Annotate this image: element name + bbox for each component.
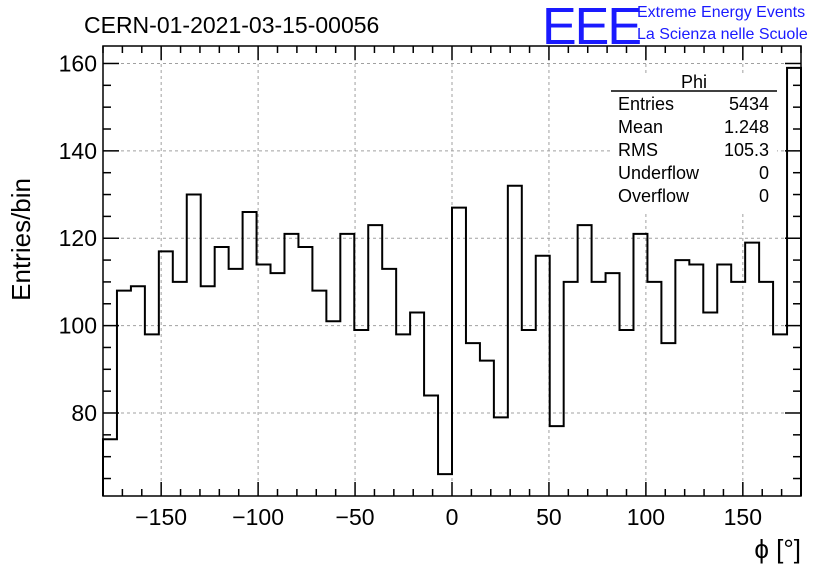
histogram-bin [354, 330, 368, 496]
logo-line-2: La Scienza nelle Scuole [637, 26, 808, 43]
histogram-bin [145, 334, 159, 496]
stats-label-underflow: Underflow [618, 163, 700, 183]
histogram-bin [396, 334, 410, 496]
histogram-bin [298, 247, 312, 496]
eee-logo: EEE Extreme Energy Events La Scienza nel… [542, 0, 808, 56]
stats-label-rms: RMS [618, 140, 658, 160]
stats-value-mean: 1.248 [724, 117, 769, 137]
logo-line-1: Extreme Energy Events [637, 4, 805, 21]
y-tick-label: 120 [59, 225, 97, 251]
histogram-bin [522, 330, 536, 496]
histogram-bin [647, 282, 661, 496]
histogram-bin [675, 260, 689, 496]
histogram-bin [312, 291, 326, 496]
histogram-bin [159, 251, 173, 496]
histogram-bin [578, 225, 592, 496]
stats-box-bg [611, 74, 777, 211]
plot-frame [102, 45, 802, 497]
histogram-bins [102, 66, 802, 496]
histogram-bin [466, 343, 480, 496]
histogram-bin [340, 234, 354, 496]
histogram-bin [382, 269, 396, 496]
histogram-bin [606, 273, 620, 496]
histogram-bin [173, 282, 187, 496]
x-tick-label: 0 [446, 504, 459, 530]
histogram-bin [564, 282, 578, 496]
histogram-bin [550, 426, 564, 496]
y-tick-label: 100 [59, 313, 97, 339]
histogram-bin [689, 264, 703, 496]
histogram-bin [117, 291, 131, 496]
stats-label-mean: Mean [618, 117, 663, 137]
x-tick-label: 50 [536, 504, 562, 530]
histogram-outline [102, 66, 802, 496]
stats-label-overflow: Overflow [618, 186, 690, 206]
histogram-bin [703, 313, 717, 496]
histogram-bin [243, 212, 257, 496]
y-tick-label: 160 [59, 50, 97, 76]
statistics-box: Phi Entries 5434 Mean 1.248 RMS 105.3 Un… [611, 72, 777, 211]
histogram-bin [759, 282, 773, 496]
tick-labels: −150 −100 −50 0 50 100 150 80 100 120 140 160 [59, 50, 762, 530]
histogram-bin [326, 321, 340, 496]
stats-value-underflow: 0 [759, 163, 769, 183]
histogram-bin [620, 330, 634, 496]
y-axis-title: Entries/bin [6, 178, 36, 301]
histogram-bin [536, 256, 550, 496]
histogram-bin [368, 225, 382, 496]
histogram-bin [717, 264, 731, 496]
chart-title: CERN-01-2021-03-15-00056 [84, 12, 379, 38]
stats-value-entries: 5434 [729, 94, 769, 114]
stats-label-entries: Entries [618, 94, 674, 114]
stats-title: Phi [681, 72, 707, 92]
histogram-bin [215, 247, 229, 496]
histogram-bin [592, 282, 606, 496]
histogram-bin [229, 269, 243, 496]
histogram-bin [773, 334, 787, 496]
histogram-bin [424, 396, 438, 496]
x-tick-label: −150 [135, 504, 187, 530]
x-tick-label: −50 [336, 504, 375, 530]
stats-value-overflow: 0 [759, 186, 769, 206]
x-tick-label: 150 [724, 504, 762, 530]
histogram-bin [508, 186, 522, 496]
y-tick-label: 80 [71, 400, 97, 426]
histogram-bin [494, 417, 508, 496]
histogram-bin [452, 208, 466, 496]
histogram-bin [661, 343, 675, 496]
x-axis-title: ϕ [°] [754, 534, 801, 564]
histogram-bin [745, 243, 759, 496]
histogram-bin [201, 286, 215, 496]
histogram-bin [131, 286, 145, 496]
y-tick-label: 140 [59, 138, 97, 164]
histogram-bin [187, 195, 201, 496]
x-tick-label: −100 [232, 504, 284, 530]
histogram-bin [438, 474, 452, 496]
histogram-bin [271, 273, 285, 496]
histogram-bin [410, 313, 424, 496]
histogram-bin [257, 264, 271, 496]
histogram-bin [480, 361, 494, 496]
stats-value-rms: 105.3 [724, 140, 769, 160]
histogram-bin [633, 234, 647, 496]
x-tick-label: 100 [627, 504, 665, 530]
histogram-bin [284, 234, 298, 496]
eee-logo-mark: EEE [542, 0, 640, 56]
histogram-bin [731, 282, 745, 496]
histogram-bin [103, 439, 117, 496]
